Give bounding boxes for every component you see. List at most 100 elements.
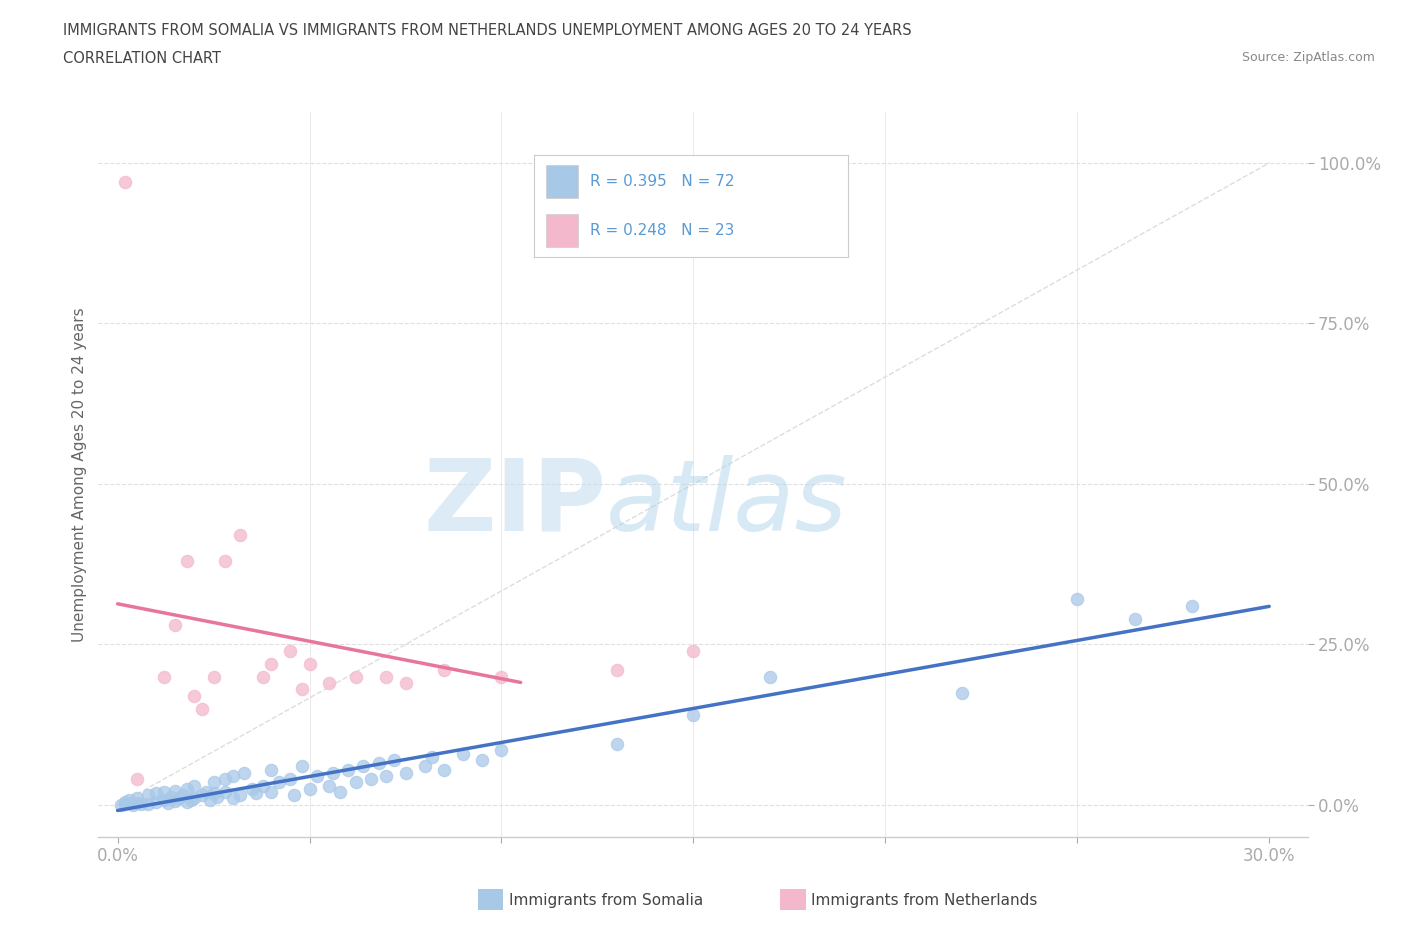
Point <box>222 791 245 806</box>
Point <box>125 795 148 810</box>
Point <box>176 553 198 568</box>
Point <box>176 794 198 809</box>
Text: Immigrants from Netherlands: Immigrants from Netherlands <box>811 893 1038 908</box>
Point <box>145 794 167 809</box>
Point <box>344 775 367 790</box>
Point <box>260 785 283 800</box>
Point <box>214 772 236 787</box>
Point <box>606 663 628 678</box>
Point <box>165 618 187 632</box>
Point <box>114 794 136 809</box>
Point <box>433 763 456 777</box>
Point <box>352 759 374 774</box>
Point <box>433 663 456 678</box>
Point <box>375 669 398 684</box>
Point <box>375 768 398 783</box>
Point <box>318 778 340 793</box>
Text: IMMIGRANTS FROM SOMALIA VS IMMIGRANTS FROM NETHERLANDS UNEMPLOYMENT AMONG AGES 2: IMMIGRANTS FROM SOMALIA VS IMMIGRANTS FR… <box>63 23 912 38</box>
Point <box>682 644 704 658</box>
Point <box>172 788 194 803</box>
Point <box>191 788 214 803</box>
Point <box>129 796 152 811</box>
Point <box>950 685 973 700</box>
Point <box>214 553 236 568</box>
Point <box>160 790 183 804</box>
Point <box>194 785 217 800</box>
Point <box>202 775 225 790</box>
Point <box>125 791 148 806</box>
Point <box>451 746 474 761</box>
Point <box>198 792 221 807</box>
Point <box>202 669 225 684</box>
Point <box>1181 599 1204 614</box>
Point <box>367 756 389 771</box>
Point <box>176 781 198 796</box>
Point <box>606 737 628 751</box>
Point <box>152 792 174 807</box>
Text: Immigrants from Somalia: Immigrants from Somalia <box>509 893 703 908</box>
Point <box>280 772 302 787</box>
Point <box>229 788 252 803</box>
Point <box>152 785 174 800</box>
Point <box>145 786 167 801</box>
Point <box>344 669 367 684</box>
Point <box>183 688 205 703</box>
Point <box>167 791 190 806</box>
Point <box>114 797 136 812</box>
Point <box>336 763 359 777</box>
Point <box>207 790 229 804</box>
Point <box>1123 611 1146 626</box>
Point <box>682 708 704 723</box>
Point <box>491 669 513 684</box>
Point <box>233 765 256 780</box>
Point <box>156 795 179 810</box>
Point <box>1066 592 1088 607</box>
Point <box>267 775 290 790</box>
Point <box>110 797 132 812</box>
Point <box>491 743 513 758</box>
Point <box>252 669 274 684</box>
Point <box>229 528 252 543</box>
Point <box>298 657 321 671</box>
Text: CORRELATION CHART: CORRELATION CHART <box>63 51 221 66</box>
Point <box>291 682 314 697</box>
Point <box>125 772 148 787</box>
Point <box>307 768 329 783</box>
Point <box>260 763 283 777</box>
Point <box>202 786 225 801</box>
Point <box>245 786 267 801</box>
Point <box>260 657 283 671</box>
Point <box>318 675 340 690</box>
Point <box>191 701 214 716</box>
Point <box>136 796 159 811</box>
Point <box>252 778 274 793</box>
Point <box>165 793 187 808</box>
Point <box>422 750 444 764</box>
Point <box>136 788 159 803</box>
Point <box>759 669 782 684</box>
Y-axis label: Unemployment Among Ages 20 to 24 years: Unemployment Among Ages 20 to 24 years <box>72 307 87 642</box>
Point <box>183 791 205 806</box>
Point <box>413 759 436 774</box>
Point <box>360 772 382 787</box>
Point <box>180 792 202 807</box>
Point <box>280 644 302 658</box>
Point <box>118 792 141 807</box>
Point <box>394 675 416 690</box>
Text: atlas: atlas <box>606 455 848 551</box>
Point <box>114 175 136 190</box>
Point <box>382 752 405 767</box>
Point <box>322 765 344 780</box>
Point <box>122 797 145 812</box>
Point <box>152 669 174 684</box>
Point <box>291 759 314 774</box>
Point <box>165 783 187 798</box>
Point <box>214 785 236 800</box>
Point <box>222 768 245 783</box>
Point <box>298 781 321 796</box>
Text: ZIP: ZIP <box>423 455 606 551</box>
Point <box>471 752 494 767</box>
Point <box>240 781 263 796</box>
Text: Source: ZipAtlas.com: Source: ZipAtlas.com <box>1241 51 1375 64</box>
Point <box>329 785 352 800</box>
